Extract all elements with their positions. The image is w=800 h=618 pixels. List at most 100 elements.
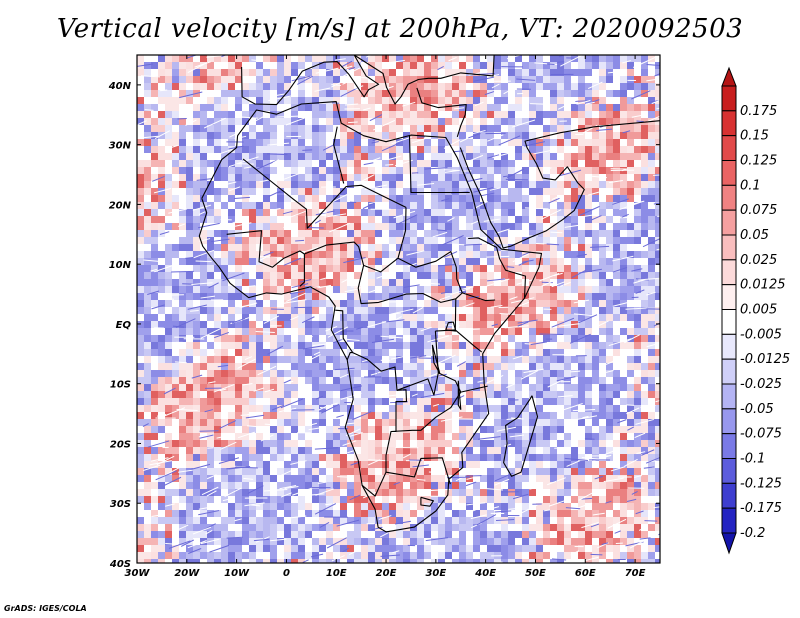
field-cell — [172, 391, 180, 399]
field-cell — [480, 265, 488, 273]
field-cell — [557, 265, 565, 273]
field-cell — [368, 377, 376, 385]
field-cell — [599, 139, 607, 147]
field-cell — [375, 97, 383, 105]
field-cell — [627, 440, 635, 448]
field-cell — [396, 188, 404, 196]
field-cell — [375, 202, 383, 210]
field-cell — [186, 412, 194, 420]
field-cell — [186, 363, 194, 371]
field-cell — [151, 216, 159, 224]
field-cell — [578, 118, 586, 126]
field-cell — [627, 307, 635, 315]
field-cell — [543, 167, 551, 175]
field-cell — [221, 146, 229, 154]
field-cell — [354, 461, 362, 469]
field-cell — [585, 132, 593, 140]
field-cell — [368, 440, 376, 448]
field-cell — [634, 251, 642, 259]
field-cell — [487, 216, 495, 224]
field-cell — [473, 76, 481, 84]
field-cell — [214, 335, 222, 343]
field-cell — [382, 125, 390, 133]
field-cell — [319, 286, 327, 294]
field-cell — [186, 475, 194, 483]
field-cell — [242, 398, 250, 406]
field-cell — [326, 279, 334, 287]
field-cell — [221, 356, 229, 364]
field-cell — [228, 90, 236, 98]
field-cell — [564, 83, 572, 91]
field-cell — [494, 195, 502, 203]
field-cell — [592, 76, 600, 84]
field-cell — [466, 76, 474, 84]
field-cell — [578, 286, 586, 294]
field-cell — [522, 426, 530, 434]
field-cell — [620, 104, 628, 112]
field-cell — [333, 335, 341, 343]
field-cell — [501, 55, 509, 63]
field-cell — [242, 209, 250, 217]
field-cell — [263, 132, 271, 140]
field-cell — [550, 202, 558, 210]
field-cell — [291, 293, 299, 301]
field-cell — [333, 181, 341, 189]
field-cell — [396, 286, 404, 294]
field-cell — [417, 216, 425, 224]
field-cell — [648, 83, 656, 91]
field-cell — [165, 160, 173, 168]
field-cell — [242, 356, 250, 364]
field-cell — [193, 181, 201, 189]
field-cell — [270, 90, 278, 98]
field-cell — [564, 153, 572, 161]
field-cell — [606, 160, 614, 168]
field-cell — [382, 482, 390, 490]
field-cell — [333, 342, 341, 350]
field-cell — [438, 328, 446, 336]
field-cell — [284, 167, 292, 175]
field-cell — [305, 272, 313, 280]
field-cell — [592, 265, 600, 273]
field-cell — [249, 258, 257, 266]
field-cell — [193, 314, 201, 322]
field-cell — [284, 321, 292, 329]
field-cell — [144, 384, 152, 392]
field-cell — [354, 482, 362, 490]
field-cell — [361, 482, 369, 490]
field-cell — [326, 223, 334, 231]
field-cell — [165, 482, 173, 490]
field-cell — [305, 475, 313, 483]
field-cell — [144, 475, 152, 483]
field-cell — [557, 510, 565, 518]
field-cell — [347, 181, 355, 189]
field-cell — [634, 510, 642, 518]
field-cell — [480, 272, 488, 280]
field-cell — [480, 244, 488, 252]
field-cell — [151, 377, 159, 385]
field-cell — [319, 468, 327, 476]
field-cell — [522, 412, 530, 420]
field-cell — [158, 55, 166, 63]
field-cell — [375, 433, 383, 441]
field-cell — [396, 90, 404, 98]
field-cell — [375, 447, 383, 455]
field-cell — [319, 202, 327, 210]
field-cell — [655, 475, 660, 483]
field-cell — [200, 447, 208, 455]
field-cell — [494, 419, 502, 427]
field-cell — [620, 244, 628, 252]
field-cell — [144, 174, 152, 182]
field-cell — [641, 377, 649, 385]
field-cell — [508, 209, 516, 217]
field-cell — [172, 258, 180, 266]
field-cell — [137, 363, 145, 371]
field-cell — [326, 440, 334, 448]
field-cell — [431, 202, 439, 210]
field-cell — [165, 356, 173, 364]
field-cell — [235, 314, 243, 322]
field-cell — [186, 321, 194, 329]
field-cell — [627, 328, 635, 336]
field-cell — [277, 482, 285, 490]
field-cell — [186, 55, 194, 63]
field-cell — [235, 174, 243, 182]
